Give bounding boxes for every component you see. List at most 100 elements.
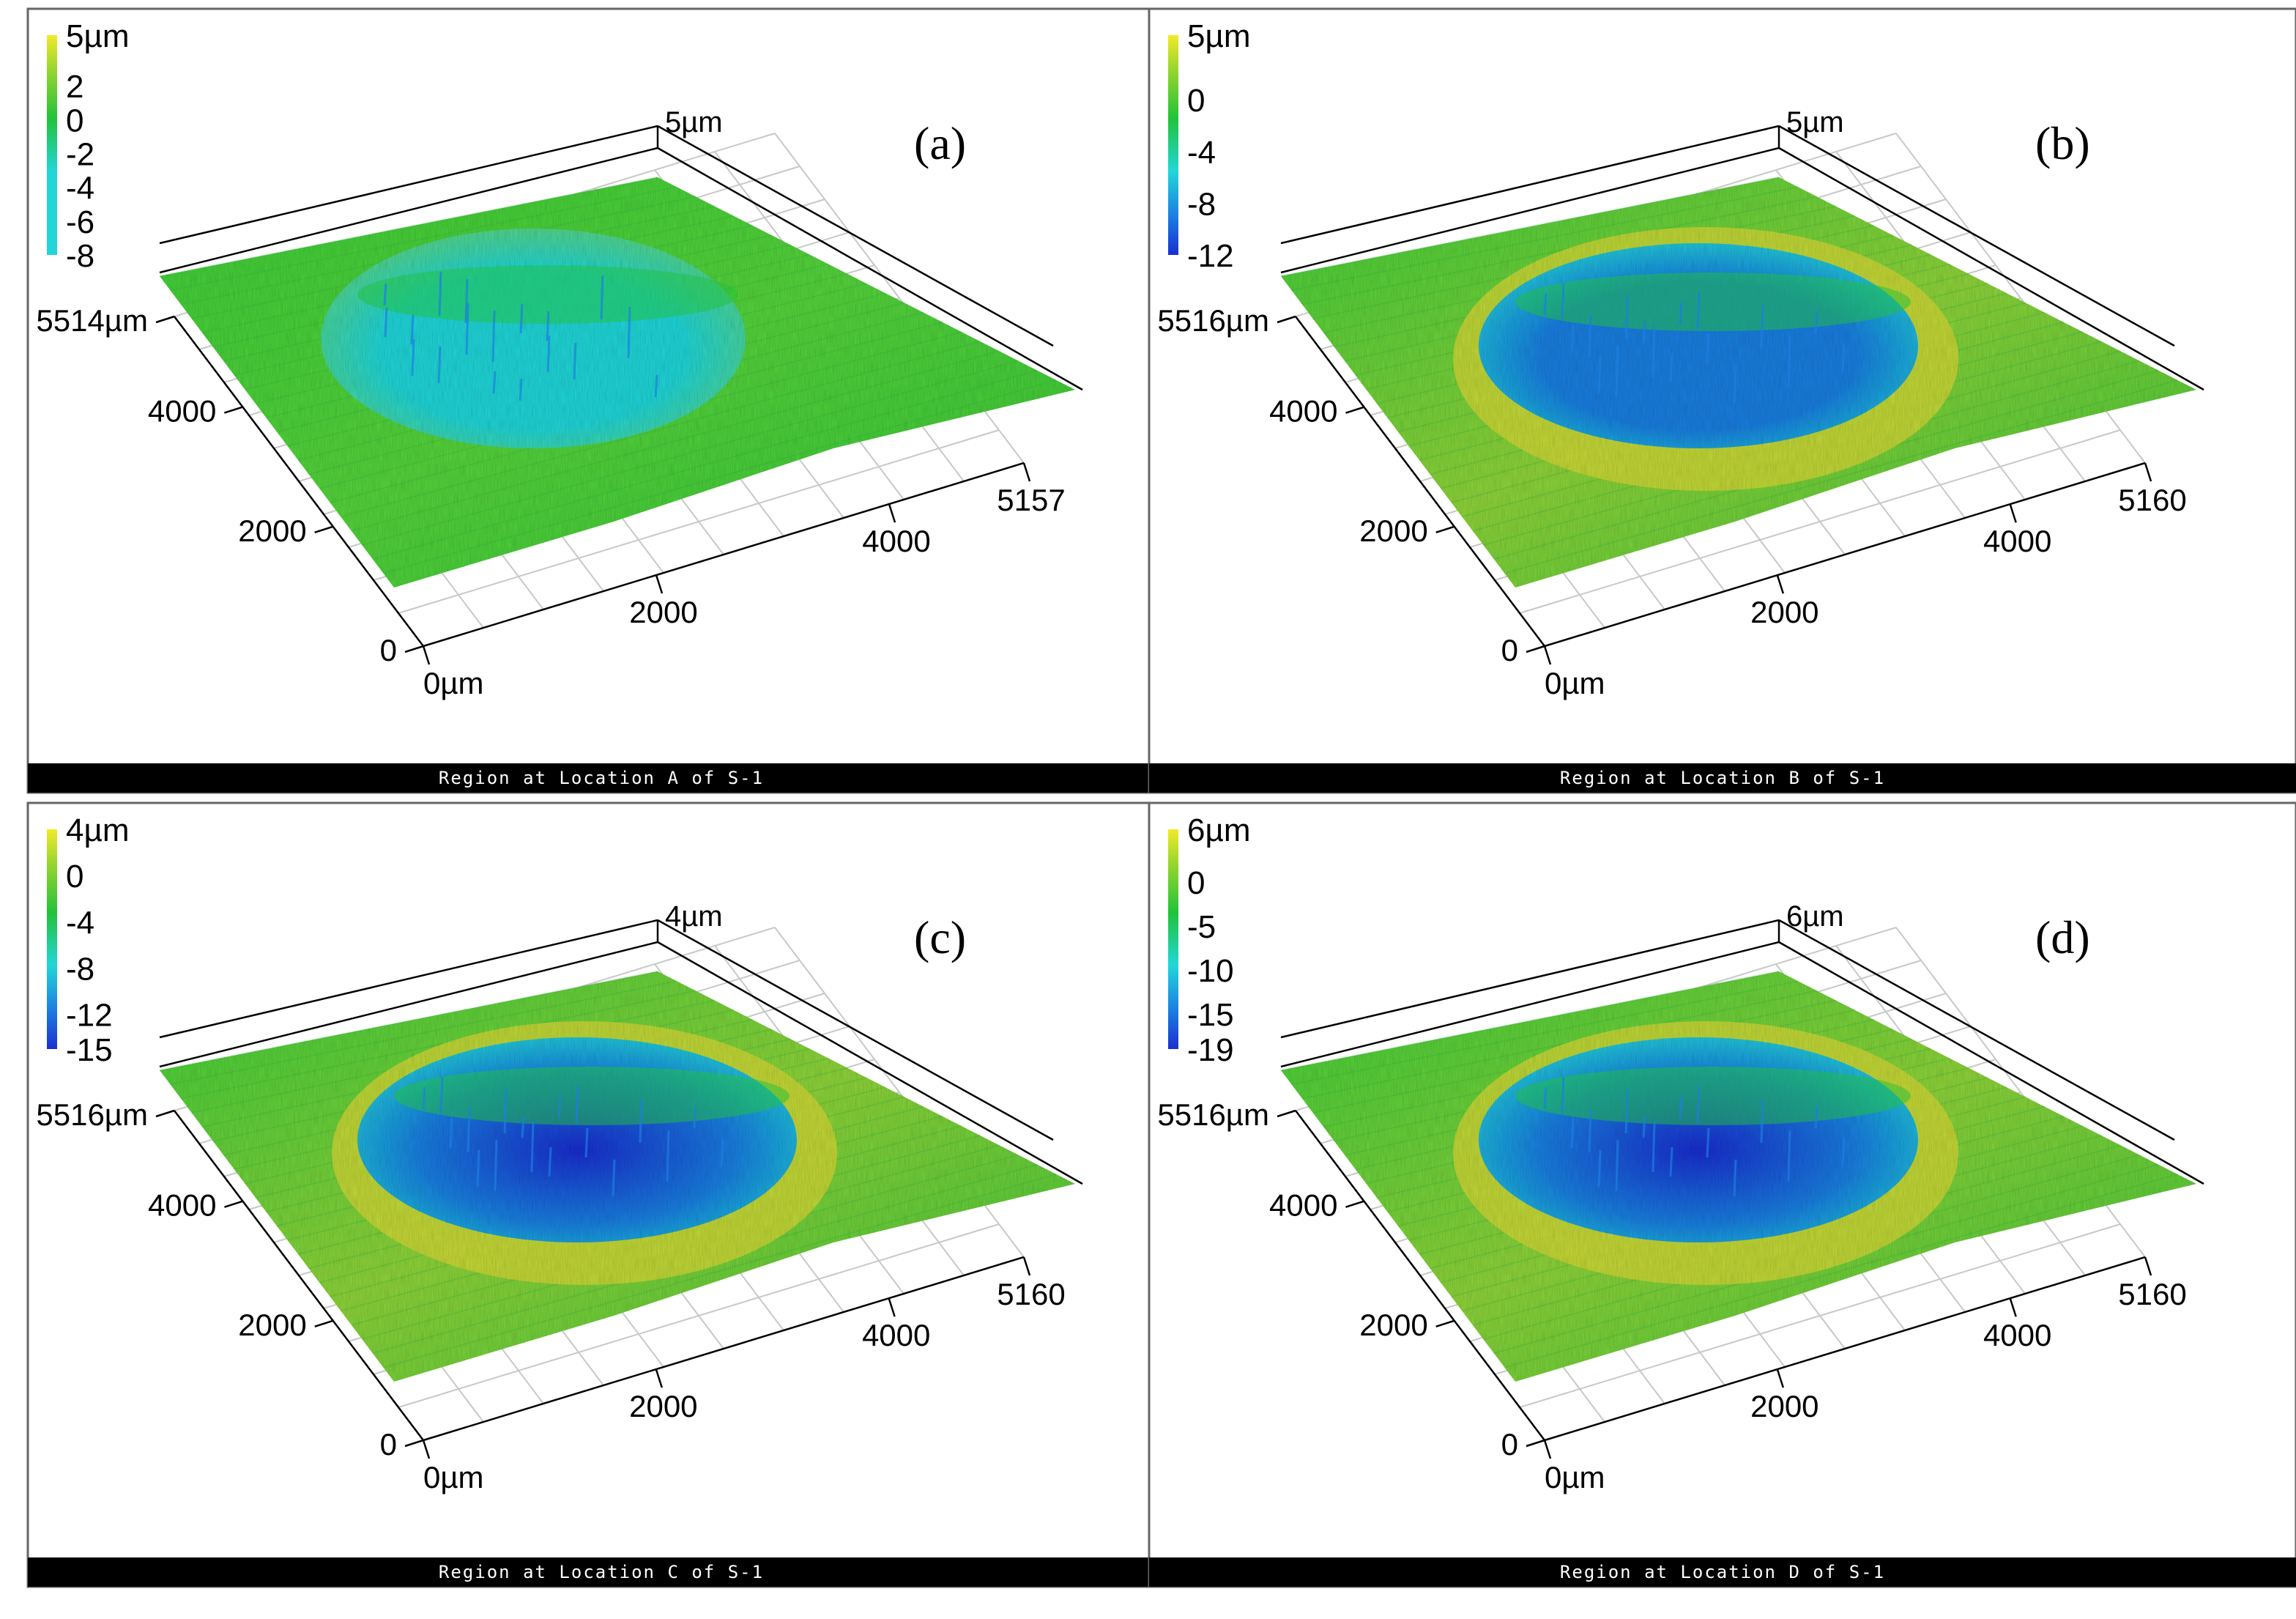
y-tick — [1435, 1319, 1455, 1328]
y-tick-label: 4000 — [1269, 394, 1337, 429]
surface-spike — [1642, 1115, 1646, 1138]
surface-spike — [546, 335, 551, 373]
box-edge — [1778, 919, 2175, 1141]
surface-spike — [627, 306, 631, 359]
surface-scan-line — [372, 369, 1038, 560]
colorbar-label: -8 — [1187, 186, 1216, 222]
surface-spike — [1561, 1076, 1565, 1114]
y-tick-label: 5516µm — [1157, 1097, 1269, 1132]
x-tick-label: 4000 — [1983, 524, 2051, 558]
colorbar — [1168, 829, 1178, 1049]
surface-spike — [548, 1146, 552, 1177]
surface-spike — [612, 1159, 616, 1197]
surface-spike — [410, 314, 415, 345]
surface-spike — [584, 1127, 589, 1158]
surface-spike — [1543, 1086, 1548, 1110]
y-tick — [155, 315, 175, 324]
surface-spike — [1733, 1159, 1737, 1197]
y-tick — [1526, 645, 1545, 653]
x-tick — [888, 503, 896, 523]
caption-bar — [1149, 1557, 2296, 1587]
caption-text: Region at Location D of S-1 — [1560, 1562, 1885, 1582]
z-top-label: 5µm — [665, 106, 723, 138]
pit-wall-shading — [1515, 1067, 1911, 1125]
surface-spike — [575, 1086, 579, 1124]
surface-scan-line — [1280, 971, 1780, 1071]
x-tick-label: 4000 — [862, 1318, 930, 1352]
surface-spike — [437, 346, 442, 384]
surface-scan-line — [1301, 990, 1818, 1100]
surface-scan-line — [362, 360, 1019, 547]
caption-text: Region at Location A of S-1 — [439, 768, 764, 788]
surface-spike — [1615, 345, 1619, 398]
x-tick-label: 5160 — [2118, 483, 2186, 517]
panel-c: Region at Location C of S-1 (c) 4µm 0 -4 -8 -1… — [26, 801, 1176, 1588]
y-tick-label: 2000 — [1359, 514, 1427, 548]
pit-surface — [321, 229, 746, 448]
surface-spike — [1696, 292, 1701, 330]
caption-bar — [28, 1557, 1175, 1587]
caption-bar — [1149, 763, 2296, 793]
surface-scan-line — [159, 177, 658, 277]
y-tick-label: 4000 — [148, 1188, 216, 1223]
colorbar-label: -4 — [1187, 135, 1216, 171]
colorbar-label: -15 — [1187, 997, 1234, 1033]
surface-spike — [546, 311, 550, 341]
colorbar-label: -15 — [66, 1032, 113, 1068]
x-tick-label: 5157 — [997, 483, 1065, 517]
box-edge — [657, 919, 1054, 1141]
x-tick — [2144, 462, 2152, 482]
y-axis-line — [174, 1110, 424, 1441]
surface-spike — [1597, 355, 1602, 393]
x-axis-line — [423, 462, 1025, 648]
colorbar-label: 0 — [1187, 83, 1205, 119]
colorbar-label: -10 — [1187, 953, 1234, 989]
y-tick-label: 4000 — [1269, 1188, 1337, 1223]
surface-spike — [1570, 1118, 1575, 1149]
colorbar-label: 0 — [1187, 865, 1205, 901]
colorbar-label: -4 — [66, 171, 94, 207]
colorbar-label: -6 — [66, 204, 94, 240]
x-tick — [1022, 1256, 1031, 1276]
y-tick — [404, 645, 424, 653]
colorbar-label: -4 — [66, 905, 94, 941]
surface-spike — [720, 1137, 724, 1168]
panel-a: Region at Location A of S-1(a)5µm20-2-4-… — [26, 7, 1176, 794]
panel-letter: (c) — [914, 911, 966, 963]
surface-spike — [573, 342, 577, 380]
y-tick — [404, 1439, 424, 1448]
x-tick-label: 5160 — [997, 1277, 1065, 1311]
surface-spike — [438, 271, 442, 316]
panel-b: Region at Location B of S-1 (b) 5µm 0 -4 -8 -1… — [1148, 7, 2296, 794]
surface-spike — [411, 338, 415, 377]
surface-spike — [1679, 302, 1683, 325]
surface-spike — [1706, 333, 1710, 364]
surface-scan-line — [1504, 1173, 2178, 1368]
box-edge — [1778, 125, 2175, 347]
surface-scan-line — [383, 379, 1057, 574]
x-tick-label: 0µm — [1545, 1460, 1605, 1494]
surface-spike — [530, 1120, 535, 1173]
x-tick-label: 0µm — [423, 666, 484, 700]
surface-scan-line — [1291, 186, 1799, 292]
surface-spike — [1642, 321, 1646, 344]
y-tick-label: 5516µm — [1157, 303, 1269, 338]
y-tick — [1277, 1109, 1296, 1118]
x-tick-label: 5160 — [2118, 1277, 2186, 1311]
y-tick-label: 0 — [1501, 1427, 1518, 1461]
surface-spike — [1760, 1098, 1764, 1144]
y-tick-label: 0 — [380, 633, 397, 667]
x-tick — [655, 574, 664, 594]
surface-spike — [1841, 343, 1846, 374]
surface-spike — [492, 371, 497, 394]
surface-scan-line — [1280, 177, 1780, 277]
surface-spike — [1696, 1086, 1701, 1124]
surface-spike — [1543, 292, 1548, 316]
surface-spike — [600, 275, 604, 320]
surface-scan-line — [1291, 980, 1799, 1086]
surface-spike — [1624, 294, 1629, 340]
caption-text: Region at Location B of S-1 — [1560, 768, 1885, 788]
colorbar — [47, 35, 57, 255]
x-tick-label: 2000 — [629, 595, 697, 629]
